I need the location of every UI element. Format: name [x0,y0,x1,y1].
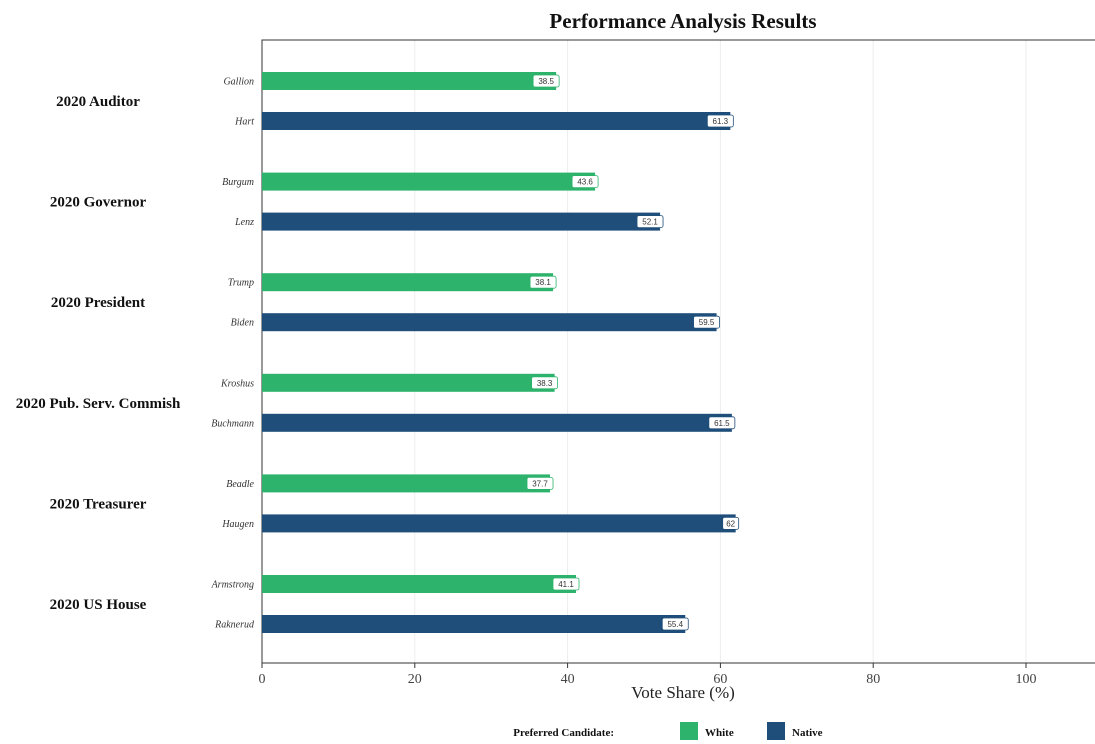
x-tick-label: 40 [561,672,575,687]
data-label-box [706,114,734,128]
bars: 38.5 61.3 43.6 52.1 38.1 59.5 38.3 61.5 37.7 62 41… [262,72,740,633]
x-tick-label: 80 [866,672,880,687]
candidate-label: Lenz [234,217,254,228]
candidate-label: Buchmann [211,418,254,429]
group-label: 2020 US House [50,597,147,613]
legend-title: Preferred Candidate: [513,727,614,739]
bar-native [262,212,661,231]
data-label: 38.5 [538,77,554,86]
bar-white [262,172,596,191]
data-label: 38.3 [537,379,553,388]
bar-native [262,413,732,432]
bar-white [262,575,577,593]
candidate-label: Beadle [226,479,254,490]
candidate-label: Raknerud [214,620,255,631]
candidate-label: Armstrong [211,580,254,591]
x-tick-label: 60 [713,672,727,687]
candidate-label: Gallion [223,77,254,88]
candidate-label: Burgum [222,177,254,188]
candidate-label: Haugen [221,519,254,530]
data-label: 61.3 [713,117,729,126]
y-axis-labels: 2020 Auditor Gallion Hart 2020 Governor Burg… [16,77,255,631]
legend-swatch-native [767,722,785,740]
data-label-box [722,517,740,530]
data-label: 59.5 [699,318,715,327]
data-label: 37.7 [532,479,548,488]
x-tick-label: 20 [408,672,422,687]
chart-title: Performance Analysis Results [549,9,816,33]
plot-panel [261,39,1095,664]
x-tick-label: 100 [1016,672,1037,687]
legend: Preferred Candidate: White Native [513,722,823,740]
data-label-box [661,617,689,631]
bar-white [262,273,554,292]
data-label: 38.1 [535,278,551,287]
group-label: 2020 President [51,295,145,311]
bar-native [262,313,717,332]
data-label: 43.6 [577,178,593,187]
group-label: 2020 Governor [50,195,147,211]
candidate-label: Trump [228,278,254,289]
data-label: 55.4 [667,620,683,629]
grid-lines [261,40,1027,663]
group-label: 2020 Pub. Serv. Commish [16,396,181,412]
bar-white [262,72,557,90]
data-label: 62 [726,519,735,528]
x-axis-title: Vote Share (%) [631,683,735,702]
x-tick-label: 0 [259,672,266,687]
data-label-box [708,416,736,430]
bar-native [262,112,731,130]
group-label: 2020 Treasurer [50,496,147,512]
data-label-box [526,476,554,490]
data-label: 41.1 [558,580,574,589]
bar-native [262,514,736,533]
data-label-box [531,376,559,390]
bar-native [262,615,686,633]
candidate-label: Biden [231,318,254,329]
data-label-box [552,577,580,591]
data-label-box [693,315,720,329]
legend-label-native: Native [792,727,823,739]
bar-white [262,474,551,493]
data-label-box [532,74,560,88]
data-label-box [529,275,557,289]
data-label-box [571,175,599,189]
data-label: 61.5 [714,419,730,428]
legend-label-white: White [705,727,734,739]
legend-swatch-white [680,722,698,740]
bar-white [262,373,555,392]
data-label-box [636,215,664,229]
data-label: 52.1 [642,218,658,227]
group-label: 2020 Auditor [56,94,140,110]
candidate-label: Hart [234,117,254,128]
candidate-label: Kroshus [220,378,254,389]
x-axis-ticks: 0 20 40 60 80 100 [259,663,1037,687]
